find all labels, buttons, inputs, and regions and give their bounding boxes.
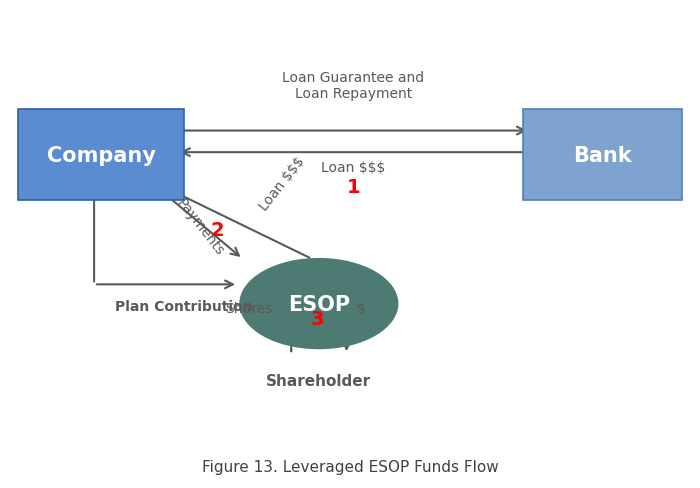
FancyBboxPatch shape [18, 110, 184, 201]
Text: ESOP: ESOP [288, 294, 350, 314]
Text: Shares: Shares [225, 302, 272, 316]
Text: $: $ [357, 302, 366, 316]
Text: Figure 13. Leveraged ESOP Funds Flow: Figure 13. Leveraged ESOP Funds Flow [202, 459, 498, 474]
Text: Shareholder: Shareholder [266, 373, 372, 388]
Text: Company: Company [47, 145, 155, 165]
Text: 3: 3 [311, 309, 324, 328]
Ellipse shape [239, 258, 398, 349]
Text: Payments: Payments [174, 196, 227, 258]
Text: Plan Contribution: Plan Contribution [115, 299, 252, 313]
Text: 1: 1 [346, 178, 360, 197]
Text: Loan $$$: Loan $$$ [257, 154, 307, 213]
Text: Loan $$$: Loan $$$ [321, 160, 386, 174]
Text: Bank: Bank [573, 145, 632, 165]
Text: 2: 2 [211, 220, 224, 239]
FancyBboxPatch shape [523, 110, 682, 201]
Text: Loan Guarantee and
Loan Repayment: Loan Guarantee and Loan Repayment [282, 71, 424, 101]
